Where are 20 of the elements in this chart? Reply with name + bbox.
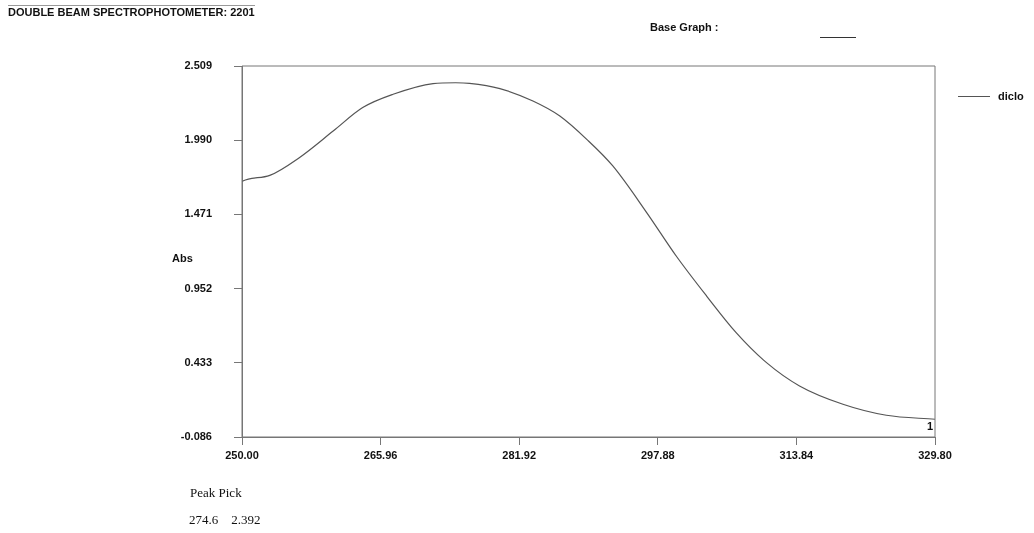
- text: Peak Pick: [190, 485, 242, 501]
- legend-label: diclo: [998, 90, 1024, 102]
- annotation: 1: [926, 419, 933, 432]
- y-tick-label: 2.509: [184, 59, 212, 72]
- text: 274.6 2.392: [189, 512, 261, 528]
- y-axis-title: Abs: [172, 252, 193, 264]
- x-tick-label: 313.84: [779, 448, 815, 461]
- x-tick-label: 297.88: [640, 448, 675, 461]
- y-tick-label: 1.471: [184, 207, 212, 220]
- y-tick-label: 0.433: [184, 355, 212, 368]
- line-series: [242, 82, 935, 420]
- y-tick-label: 0.952: [184, 281, 212, 294]
- x-tick-label: 250.00: [225, 448, 259, 461]
- x-tick-label: 329.80: [918, 448, 952, 461]
- y-tick-label: -0.086: [180, 430, 212, 443]
- y-tick-label: 1.990: [184, 133, 212, 146]
- text: DOUBLE BEAM SPECTROPHOTOMETER: 2201: [8, 5, 255, 18]
- x-tick-label: 281.92: [502, 448, 537, 461]
- x-tick-label: 265.96: [363, 448, 398, 461]
- text: Base Graph :: [650, 21, 719, 33]
